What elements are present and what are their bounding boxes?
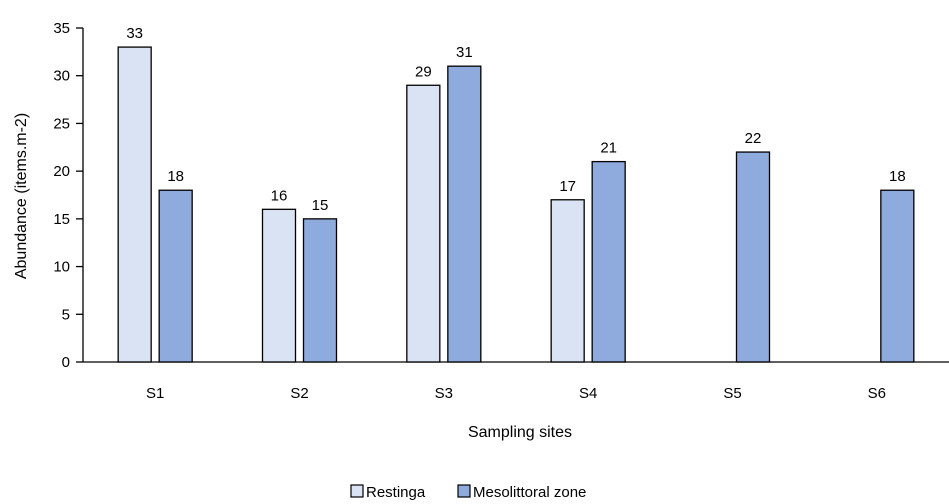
bar-restinga: [406, 84, 441, 363]
legend-swatch-restinga: [350, 484, 364, 498]
bar-mesolittoral: [447, 65, 482, 363]
data-label: 15: [312, 197, 329, 214]
data-label: 18: [889, 168, 906, 185]
bar-mesolittoral: [302, 218, 338, 363]
bar-restinga: [261, 208, 297, 363]
y-tick-label: 0: [62, 354, 70, 371]
legend-label-restinga: Restinga: [366, 484, 426, 501]
legend-swatch-mesolittoral: [457, 484, 471, 498]
x-tick-label: S5: [723, 385, 741, 402]
x-tick-label: S6: [868, 385, 886, 402]
legend-label-mesolittoral: Mesolittoral zone: [473, 484, 586, 501]
x-tick-label: S4: [579, 385, 597, 402]
data-label: 29: [415, 63, 432, 80]
data-label: 21: [600, 140, 617, 157]
y-tick-label: 20: [53, 163, 70, 180]
bar-mesolittoral: [880, 189, 915, 363]
data-label: 22: [745, 130, 762, 147]
data-label: 31: [456, 44, 473, 61]
y-tick-label: 25: [53, 115, 70, 132]
data-label: 33: [126, 25, 143, 42]
data-label: 16: [271, 187, 288, 204]
y-tick-label: 5: [62, 306, 70, 323]
data-label: 17: [559, 178, 576, 195]
y-axis: 0 5 10 15 20 25 30 35: [53, 20, 84, 371]
y-tick-label: 30: [53, 68, 70, 85]
bar-mesolittoral: [735, 151, 771, 363]
x-tick-label: S1: [146, 385, 164, 402]
y-axis-title: Abundance (items.m-2): [13, 113, 30, 279]
legend: Restinga Mesolittoral zone: [350, 484, 586, 501]
x-axis-title: Sampling sites: [468, 424, 572, 441]
x-tick-label: S3: [435, 385, 453, 402]
y-tick-label: 15: [53, 211, 70, 228]
x-axis: S1 S2 S3 S4 S5 S6: [83, 361, 949, 402]
bar-restinga: [550, 199, 585, 363]
y-tick-label: 35: [53, 20, 70, 37]
x-tick-label: S2: [290, 385, 308, 402]
data-label: 18: [167, 168, 184, 185]
bar-mesolittoral: [591, 160, 626, 363]
bar-mesolittoral: [158, 189, 193, 363]
bar-restinga: [117, 46, 152, 363]
bars: [117, 46, 915, 363]
data-labels: 33 18 16 15 29 31 17 21 22 18: [126, 25, 905, 214]
y-tick-label: 10: [53, 259, 70, 276]
